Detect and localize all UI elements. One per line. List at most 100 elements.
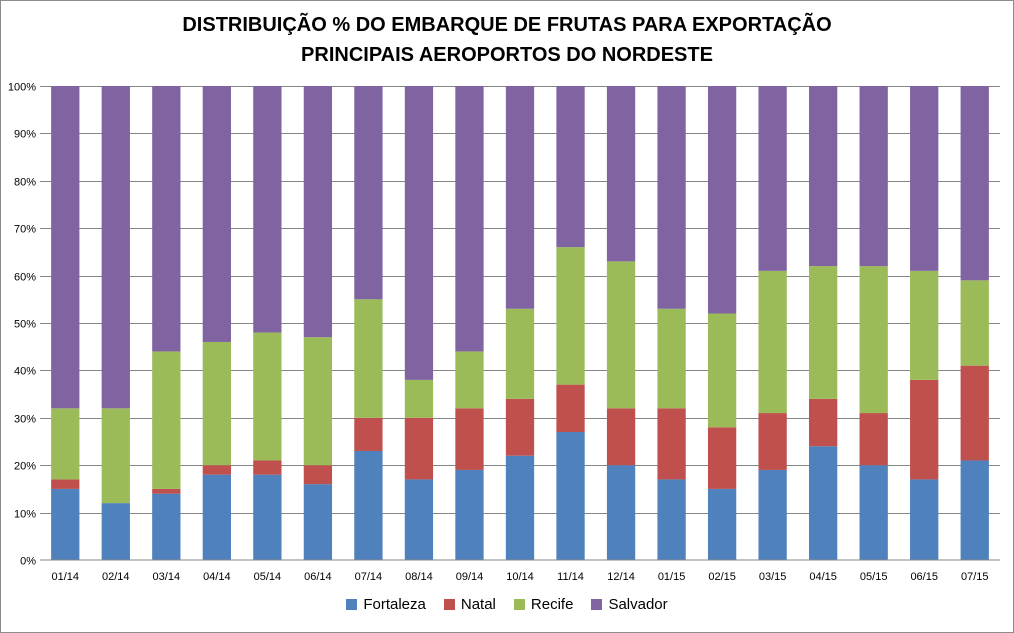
y-tick-label: 30% [14, 414, 36, 426]
bar-recife-10-14 [505, 308, 535, 399]
legend-swatch [513, 599, 525, 610]
bar-natal-07-14 [354, 417, 383, 451]
bar-natal-04-15 [809, 398, 838, 447]
bar-salvador-07-14 [354, 86, 383, 300]
x-tick-label: 04/14 [203, 571, 231, 583]
legend-item-recife: Recife [513, 596, 574, 613]
bar-fortaleza-03-14 [152, 493, 181, 560]
bar-fortaleza-06-14 [303, 484, 333, 560]
bar-natal-01-15 [657, 408, 686, 480]
y-tick-label: 20% [14, 461, 36, 473]
legend-item-salvador: Salvador [591, 596, 668, 613]
bar-fortaleza-03-15 [758, 469, 787, 560]
bar-fortaleza-01-15 [657, 479, 686, 560]
y-tick-label: 0% [20, 556, 36, 568]
bar-recife-06-14 [303, 337, 333, 466]
bar-natal-06-14 [303, 465, 333, 485]
bar-salvador-08-14 [404, 86, 434, 380]
bar-fortaleza-02-14 [101, 503, 130, 560]
bar-recife-08-14 [404, 379, 434, 418]
bar-natal-01-14 [51, 479, 80, 489]
bar-salvador-06-14 [303, 86, 333, 338]
y-axis-ticks: 0% 10% 20% 30% 40% 50% 60% 70% 80% 90% 100% [8, 82, 36, 568]
x-tick-label: 07/15 [961, 571, 989, 583]
bar-natal-12-14 [606, 408, 636, 466]
legend-item-natal: Natal [443, 596, 496, 613]
bar-fortaleza-09-14 [455, 469, 484, 560]
bar-fortaleza-08-14 [404, 479, 434, 560]
bar-salvador-10-14 [505, 86, 535, 309]
bar-recife-07-15 [960, 280, 989, 366]
bar-salvador-03-15 [758, 86, 787, 271]
bar-recife-02-15 [707, 313, 737, 428]
bar-recife-11-14 [556, 247, 585, 385]
legend-label: Recife [530, 596, 574, 613]
bar-salvador-05-14 [253, 86, 282, 333]
y-tick-label: 70% [14, 224, 36, 236]
x-tick-label: 08/14 [405, 571, 433, 583]
bar-recife-04-14 [202, 341, 231, 466]
legend-swatch [346, 599, 358, 610]
bar-salvador-09-14 [455, 86, 484, 352]
legend-item-fortaleza: Fortaleza [346, 596, 426, 613]
chart-legend: Fortaleza Natal Recife Salvador [0, 596, 1014, 613]
x-tick-label: 02/15 [708, 571, 736, 583]
bar-natal-05-14 [253, 460, 282, 475]
bar-salvador-07-15 [960, 86, 989, 281]
bar-fortaleza-01-14 [51, 488, 80, 560]
legend-swatch [443, 599, 455, 610]
bar-fortaleza-06-15 [910, 479, 939, 560]
bar-recife-02-14 [101, 408, 130, 504]
bar-recife-05-14 [253, 332, 282, 461]
chart-title: DISTRIBUIÇÃO % DO EMBARQUE DE FRUTAS PAR… [0, 10, 1014, 70]
bar-recife-06-15 [910, 270, 939, 380]
y-tick-label: 60% [14, 272, 36, 284]
bar-salvador-01-14 [51, 86, 80, 409]
x-tick-label: 02/14 [102, 571, 130, 583]
chart-title-line2: PRINCIPAIS AEROPORTOS DO NORDESTE [301, 44, 713, 66]
bar-natal-03-14 [152, 488, 181, 494]
chart-title-line1: DISTRIBUIÇÃO % DO EMBARQUE DE FRUTAS PAR… [182, 14, 832, 36]
x-tick-label: 06/14 [304, 571, 332, 583]
bar-salvador-06-15 [910, 86, 939, 271]
bar-natal-07-15 [960, 365, 989, 461]
x-tick-label: 01/14 [51, 571, 79, 583]
bar-recife-01-15 [657, 308, 686, 409]
legend-label: Salvador [608, 596, 668, 613]
y-tick-label: 10% [14, 509, 36, 521]
bar-natal-10-14 [505, 398, 535, 456]
bar-natal-11-14 [556, 384, 585, 433]
bar-recife-04-15 [809, 266, 838, 399]
bar-recife-12-14 [606, 261, 636, 409]
y-tick-label: 50% [14, 319, 36, 331]
x-axis-ticks: 01/14 02/14 03/14 04/14 05/14 06/14 07/14 08/14… [51, 571, 988, 583]
x-tick-label: 10/14 [506, 571, 534, 583]
x-tick-label: 05/14 [254, 571, 282, 583]
bars [51, 86, 989, 560]
bar-salvador-05-15 [859, 86, 888, 267]
bar-salvador-02-14 [101, 86, 130, 409]
bar-salvador-04-15 [809, 86, 838, 267]
x-tick-label: 03/14 [153, 571, 181, 583]
legend-label: Natal [460, 596, 496, 613]
y-tick-label: 90% [14, 129, 36, 141]
bar-recife-09-14 [455, 351, 484, 409]
bar-natal-08-14 [404, 417, 434, 480]
x-tick-label: 03/15 [759, 571, 787, 583]
bar-natal-09-14 [455, 408, 484, 470]
x-tick-label: 11/14 [557, 571, 584, 583]
x-tick-label: 04/15 [809, 571, 837, 583]
bar-fortaleza-11-14 [556, 432, 585, 560]
bar-salvador-11-14 [556, 86, 585, 248]
y-tick-label: 100% [8, 82, 36, 94]
x-tick-label: 09/14 [456, 571, 484, 583]
bar-fortaleza-04-15 [809, 446, 838, 560]
bar-recife-01-14 [51, 408, 80, 480]
x-tick-label: 05/15 [860, 571, 888, 583]
x-tick-label: 12/14 [607, 571, 635, 583]
x-tick-label: 07/14 [355, 571, 383, 583]
legend-label: Fortaleza [363, 596, 426, 613]
bar-recife-05-15 [859, 266, 888, 414]
bar-fortaleza-02-15 [707, 488, 737, 560]
